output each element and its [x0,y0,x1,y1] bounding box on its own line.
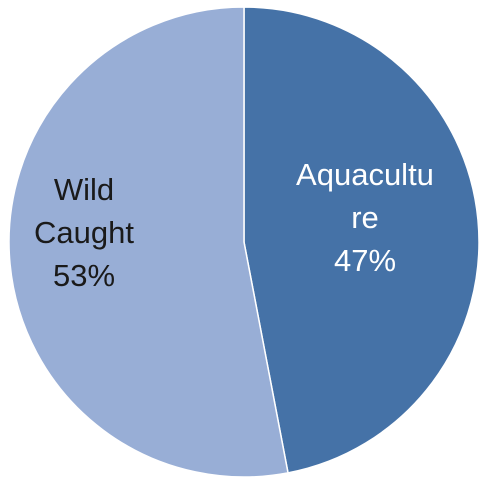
pie-slice-wild-caught [8,6,289,478]
pie-labels: Aquacultu re 47% Wild Caught 53% [34,157,434,293]
pie-label-value: 53% [53,258,115,293]
pie-slices [8,6,479,478]
pie-label-line: Caught [34,215,134,250]
pie-label-line: Aquacultu [296,157,434,192]
pie-label-line: re [351,200,379,235]
pie-label-value: 47% [334,243,396,278]
pie-slice-aquaculture [243,6,479,474]
pie-label-aquaculture: Aquacultu re 47% [296,157,434,278]
pie-label-line: Wild [54,172,114,207]
pie-label-wild-caught: Wild Caught 53% [34,172,134,293]
